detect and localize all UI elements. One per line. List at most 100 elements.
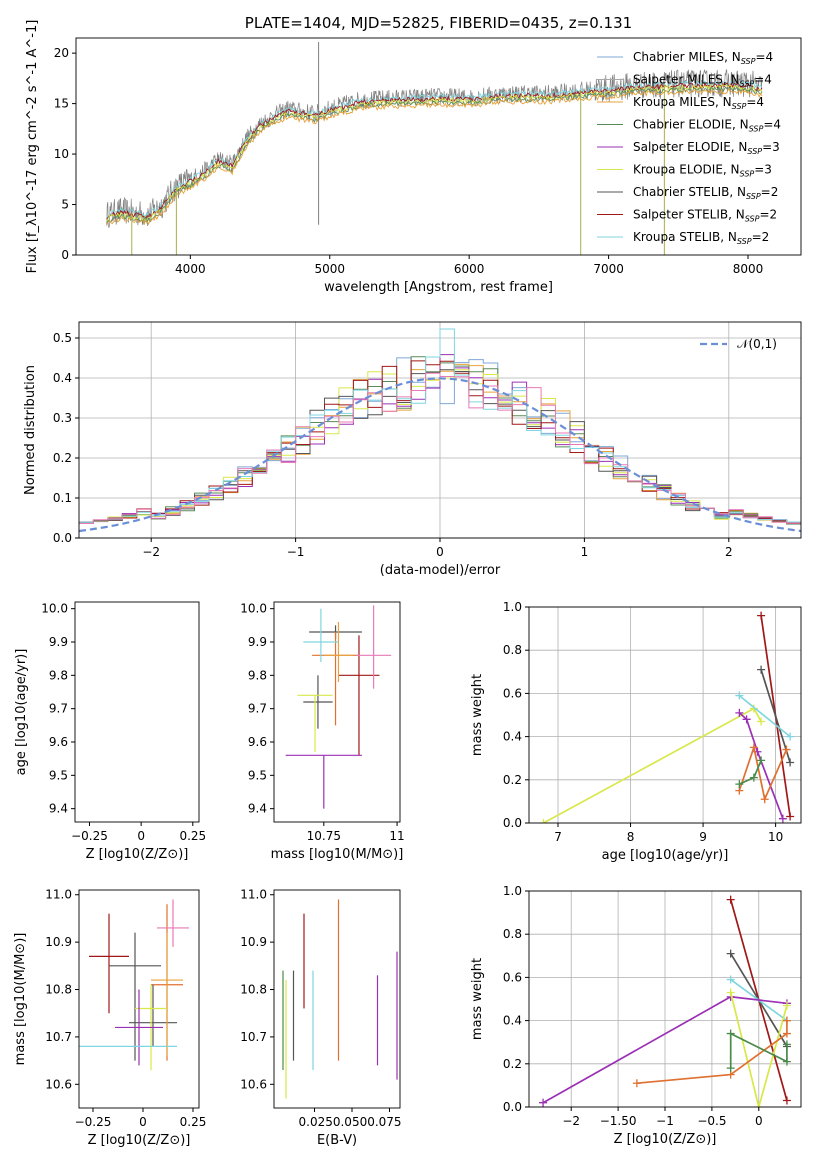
series-marker: [782, 1040, 791, 1049]
axes-frame: [78, 889, 200, 1109]
legend-entry: Salpeter ELODIE, NSSP=3: [633, 140, 780, 156]
series-marker: [735, 691, 744, 700]
x-axis-label: E(B-V): [317, 1133, 357, 1148]
axes-frame: [74, 601, 200, 823]
y-axis-label: Flux [f_λ10^-17 erg cm^-2 s^-1 A^-1]: [25, 20, 40, 274]
x-tick-label: 0: [139, 1115, 147, 1129]
legend-entry: Chabrier MILES, NSSP=4: [633, 50, 773, 66]
y-tick-label: 10: [54, 147, 69, 161]
x-tick-label: 0.25: [179, 829, 206, 843]
y-tick-label: 9.6: [49, 735, 68, 749]
axes-frame: [273, 889, 401, 1109]
series-marker: [749, 743, 758, 752]
y-tick-label: 1.0: [503, 600, 522, 614]
y-tick-label: 20: [54, 46, 69, 60]
series-marker: [757, 756, 766, 765]
y-tick-label: 9.9: [248, 635, 267, 649]
series-marker: [726, 895, 735, 904]
legend-entry: Kroupa ELODIE, NSSP=3: [633, 163, 772, 179]
model-line: [106, 85, 763, 225]
legend-entry: 𝒩(0,1): [737, 337, 777, 351]
series-marker: [726, 949, 735, 958]
x-tick-label: 10: [768, 830, 783, 844]
x-tick-label: 4000: [175, 262, 206, 276]
mass-vs-ebv-panel: 0.0250.0500.075 10.6 10.7 10.8 10.9 11.0 E(B-V…: [240, 888, 401, 1148]
age-vs-z-panel: −0.25 0 0.25 9.4 9.5 9.6 9.7 9.8 9.9 10.0 Z [log10…: [14, 601, 206, 862]
y-tick-label: 9.9: [49, 635, 68, 649]
x-axis-label: wavelength [Angstrom, rest frame]: [324, 280, 553, 295]
x-tick-label: 9: [699, 830, 707, 844]
histogram-step: [79, 372, 801, 526]
y-axis-label: age [log10(age/yr)]: [14, 649, 29, 776]
x-axis-label: Z [log10(Z/Z⊙)]: [614, 1132, 717, 1147]
series-marker: [735, 780, 744, 789]
y-tick-label: 9.8: [248, 668, 267, 682]
plot-area: [79, 899, 189, 1071]
x-tick-label: 0: [436, 545, 444, 559]
x-tick-label: 0.25: [180, 1115, 207, 1129]
series-marker: [726, 1064, 735, 1073]
series-marker: [786, 732, 795, 741]
x-tick-label: −0.5: [697, 1114, 726, 1128]
y-tick-label: 10.0: [240, 602, 267, 616]
series-marker: [757, 717, 766, 726]
series-line: [738, 744, 788, 802]
y-tick-label: 10.6: [240, 1077, 267, 1091]
y-tick-label: 9.4: [248, 802, 267, 816]
series-marker: [782, 1057, 791, 1066]
y-tick-label: 0.3: [53, 411, 72, 425]
x-tick-label: −2: [562, 1114, 580, 1128]
x-tick-label: 5000: [314, 262, 345, 276]
series-marker: [782, 1016, 791, 1025]
y-tick-label: 0.4: [53, 371, 72, 385]
series-marker: [632, 1079, 641, 1088]
x-tick-label: −1.50: [600, 1114, 637, 1128]
y-tick-label: 0.6: [503, 970, 522, 984]
x-tick-label: 8: [627, 830, 635, 844]
legend: Chabrier MILES, NSSP=4 Salpeter MILES, NS…: [597, 50, 781, 246]
x-tick-label: 7000: [593, 262, 624, 276]
x-tick-label: −0.25: [71, 829, 108, 843]
y-tick-label: 0.6: [503, 686, 522, 700]
series-marker: [782, 1029, 791, 1038]
series-line: [729, 1032, 788, 1069]
y-axis-label: mass weight: [470, 674, 485, 756]
x-tick-label: 0: [755, 1114, 763, 1128]
chart-title: PLATE=1404, MJD=52825, FIBERID=0435, z=0…: [245, 14, 632, 32]
axes-frame: [273, 601, 401, 823]
y-tick-label: 15: [54, 97, 69, 111]
y-tick-label: 9.8: [49, 668, 68, 682]
series-marker: [726, 1029, 735, 1038]
spectrum-panel: 4000 5000 6000 7000 8000 0 5 10 15 20 wavelength […: [25, 14, 802, 295]
plot-area: [539, 895, 791, 1107]
series-marker: [760, 795, 769, 804]
x-axis-label: Z [log10(Z/Z⊙)]: [86, 847, 189, 862]
plot-area: [106, 42, 763, 255]
y-axis-label: mass [log10(M/M⊙)]: [13, 933, 28, 1066]
y-tick-label: 0.8: [503, 643, 522, 657]
series-marker: [757, 611, 766, 620]
series-marker: [778, 814, 787, 823]
residual-histogram-panel: −2 −1 0 1 2 0.0 0.1 0.2 0.3 0.4 0.5 (data-model)/er…: [23, 321, 802, 578]
x-tick-label: −1: [287, 545, 305, 559]
y-tick-label: 11.0: [45, 888, 72, 902]
normal-curve: [79, 377, 801, 533]
series-line: [729, 992, 788, 1107]
y-tick-label: 5: [61, 198, 69, 212]
weight-vs-age-panel: 7 8 9 10 0.0 0.2 0.4 0.6 0.8 1.0 age [log10(age/yr…: [470, 600, 802, 863]
y-tick-label: 0.4: [503, 730, 522, 744]
y-tick-label: 10.8: [45, 983, 72, 997]
age-vs-mass-panel: 10.75 11 9.4 9.5 9.6 9.7 9.8 9.9 10.0 mass [log10…: [240, 601, 405, 862]
x-tick-label: 2: [725, 545, 733, 559]
legend-entry: Chabrier STELIB, NSSP=2: [633, 185, 778, 201]
y-tick-label: 0.0: [503, 816, 522, 830]
x-tick-label: 7: [554, 830, 562, 844]
x-axis-label: age [log10(age/yr)]: [602, 848, 729, 863]
x-axis-label: mass [log10(M/M⊙)]: [271, 847, 404, 862]
series-marker: [786, 758, 795, 767]
y-tick-label: 1.0: [503, 884, 522, 898]
x-tick-label: 1: [581, 545, 589, 559]
y-tick-label: 0: [61, 248, 69, 262]
y-tick-label: 9.5: [49, 768, 68, 782]
y-tick-label: 0.4: [503, 1014, 522, 1028]
